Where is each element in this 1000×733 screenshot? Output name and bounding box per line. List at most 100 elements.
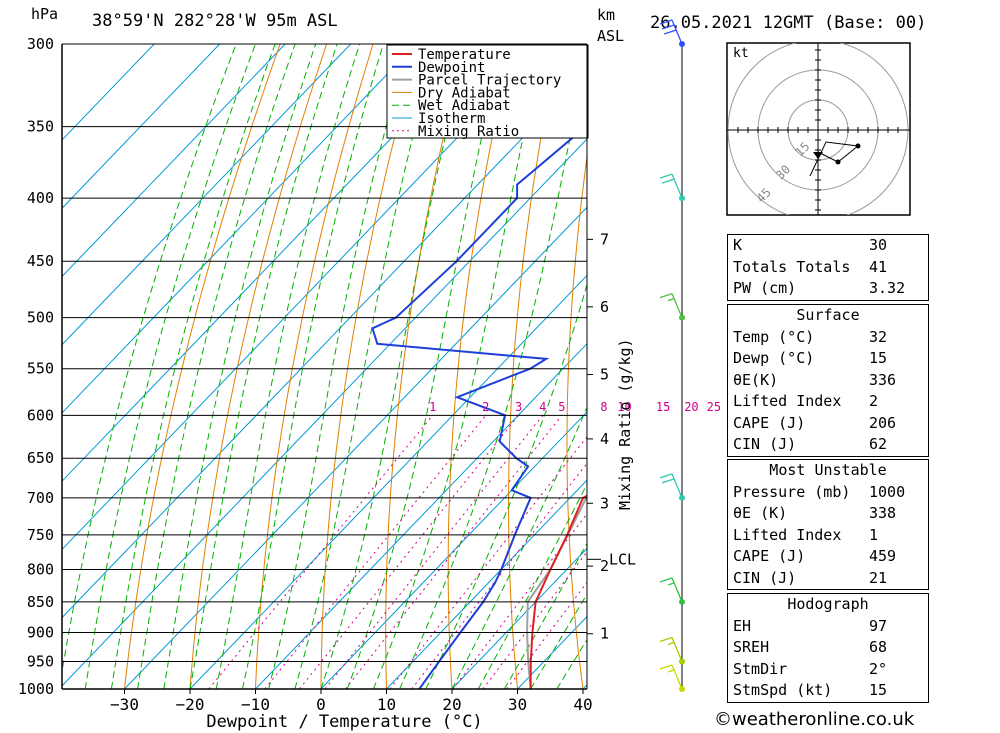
km-unit-label: km — [597, 6, 616, 24]
x-tick-label: −30 — [110, 695, 139, 714]
pressure-tick-label: 800 — [27, 560, 54, 578]
wind-barb-staff — [671, 173, 683, 199]
temperature-line — [529, 494, 587, 689]
credit-link[interactable]: ©weatheronline.co.uk — [714, 709, 915, 730]
pressure-tick-label: 350 — [27, 118, 54, 136]
x-tick-label: 40 — [573, 695, 592, 714]
wet-adiabat-line — [137, 44, 296, 689]
most-unstable-row: θE (K) 338 — [728, 503, 928, 525]
general-row: PW (cm) 3.32 — [728, 278, 928, 300]
dry-adiabat-line — [930, 44, 1000, 689]
surface-label: θE(K) — [733, 370, 779, 389]
mixing-ratio-label: 5 — [558, 400, 565, 414]
surface-label: Lifted Index — [733, 392, 842, 410]
surface-value: 62 — [869, 435, 888, 453]
most-unstable-value: 459 — [869, 547, 897, 565]
height-tick-label: 4 — [600, 430, 609, 448]
isotherm-line — [386, 479, 587, 689]
indices-hodograph-table: Hodograph EH 97 SREH 68 StmDir 2° StmSpd (kt) 1… — [727, 593, 929, 703]
height-tick-label: 6 — [600, 298, 609, 316]
datetime-title: 26.05.2021 12GMT (Base: 00) — [650, 13, 927, 33]
mixing-ratio-label: 10 — [617, 400, 631, 414]
general-row: Totals Totals 41 — [728, 257, 928, 279]
mixing-ratio-line — [324, 414, 544, 689]
storm-motion-icon — [813, 152, 823, 159]
wet-adiabat-line — [241, 44, 384, 689]
wet-adiabat-line — [530, 592, 587, 689]
wet-adiabat-line — [84, 44, 256, 689]
dry-adiabat-line — [447, 44, 513, 689]
wind-barb-flag — [659, 19, 673, 25]
pressure-tick-label: 500 — [27, 309, 54, 327]
most-unstable-row: Pressure (mb) 1000 — [728, 482, 928, 504]
mixing-ratio-label: 8 — [600, 400, 607, 414]
surface-label: CIN (J) — [733, 435, 797, 453]
most-unstable-value: 1 — [869, 525, 879, 544]
x-tick-label: −20 — [176, 695, 205, 714]
wind-barb-flag — [659, 473, 673, 479]
wind-barb-staff — [671, 473, 683, 499]
mixing-ratio-line — [389, 435, 587, 689]
indices-surface-table: Surface Temp (°C) 32 Dewp (°C) 15 θE(K) 336 Li… — [727, 304, 929, 457]
surface-row: Dewp (°C) 15 — [728, 348, 928, 370]
wind-barb-staff — [671, 664, 683, 690]
surface-value: 2 — [869, 392, 879, 410]
most-unstable-section-title: Most Unstable — [769, 461, 887, 479]
mixing-ratio-line — [345, 414, 563, 689]
hodograph-value: 68 — [869, 638, 888, 656]
x-tick-label: 30 — [508, 695, 527, 714]
surface-section-title: Surface — [796, 306, 860, 324]
most-unstable-label: CAPE (J) — [733, 547, 806, 565]
legend-label: Dry Adiabat — [418, 85, 511, 101]
pressure-tick-label: 1000 — [18, 680, 54, 698]
wind-barb-flag — [667, 298, 675, 302]
dry-adiabat-line — [255, 44, 374, 689]
dry-adiabat-line — [678, 44, 714, 689]
wind-barb-flag — [667, 641, 675, 646]
wind-barb-flag — [659, 173, 673, 179]
indices-most-unstable-table: Most Unstable Pressure (mb) 1000 θE (K) 338… — [727, 459, 929, 590]
height-tick-label: 3 — [600, 494, 609, 512]
isotherm-line — [62, 138, 587, 687]
wet-adiabat-line — [268, 44, 410, 689]
hodograph-section-title: Hodograph — [787, 595, 869, 613]
x-tick-label: 0 — [316, 695, 326, 714]
hodograph-unit-label: kt — [733, 46, 749, 61]
indices-general-table: K 30 Totals Totals 41 PW (cm) 3.32 — [727, 234, 929, 301]
x-axis-label: Dewpoint / Temperature (°C) — [206, 712, 482, 732]
legend-label: Wet Adiabat — [418, 98, 511, 114]
surface-row: CAPE (J) 206 — [728, 413, 928, 435]
wind-barb-staff — [671, 19, 683, 45]
mixing-ratio-line — [299, 414, 519, 689]
wet-adiabat-line — [189, 44, 338, 689]
most-unstable-label: CIN (J) — [733, 568, 797, 587]
dewpoint-line — [371, 123, 587, 689]
isotherm-line — [62, 44, 417, 414]
mixing-ratio-label: 4 — [539, 400, 546, 414]
wet-adiabat-line — [110, 44, 276, 689]
isotherm-line — [320, 411, 587, 689]
pressure-tick-label: 650 — [27, 449, 54, 467]
most-unstable-row: Lifted Index 1 — [728, 525, 928, 547]
pressure-tick-label: 550 — [27, 360, 54, 378]
mixing-ratio-label: 25 — [707, 400, 721, 414]
lcl-label: LCL — [609, 550, 636, 568]
most-unstable-label: θE (K) — [733, 504, 788, 522]
hodograph-row: StmDir 2° — [728, 659, 928, 681]
isotherm-line — [451, 547, 587, 689]
most-unstable-value: 21 — [869, 568, 888, 587]
wind-barb-staff — [671, 293, 683, 318]
isotherm-line — [189, 274, 587, 689]
hodograph-label: StmDir — [733, 659, 788, 678]
wet-adiabat-line — [62, 44, 237, 675]
wind-barb-staff — [671, 637, 683, 662]
height-tick-label: 5 — [600, 366, 609, 384]
isotherm-line — [62, 44, 548, 551]
wind-barb-flag — [663, 29, 677, 35]
hodograph-point — [835, 159, 841, 165]
most-unstable-label: Pressure (mb) — [733, 482, 851, 501]
hodograph-label: StmSpd (kt) — [733, 681, 833, 699]
wind-barb-flag — [667, 582, 675, 586]
